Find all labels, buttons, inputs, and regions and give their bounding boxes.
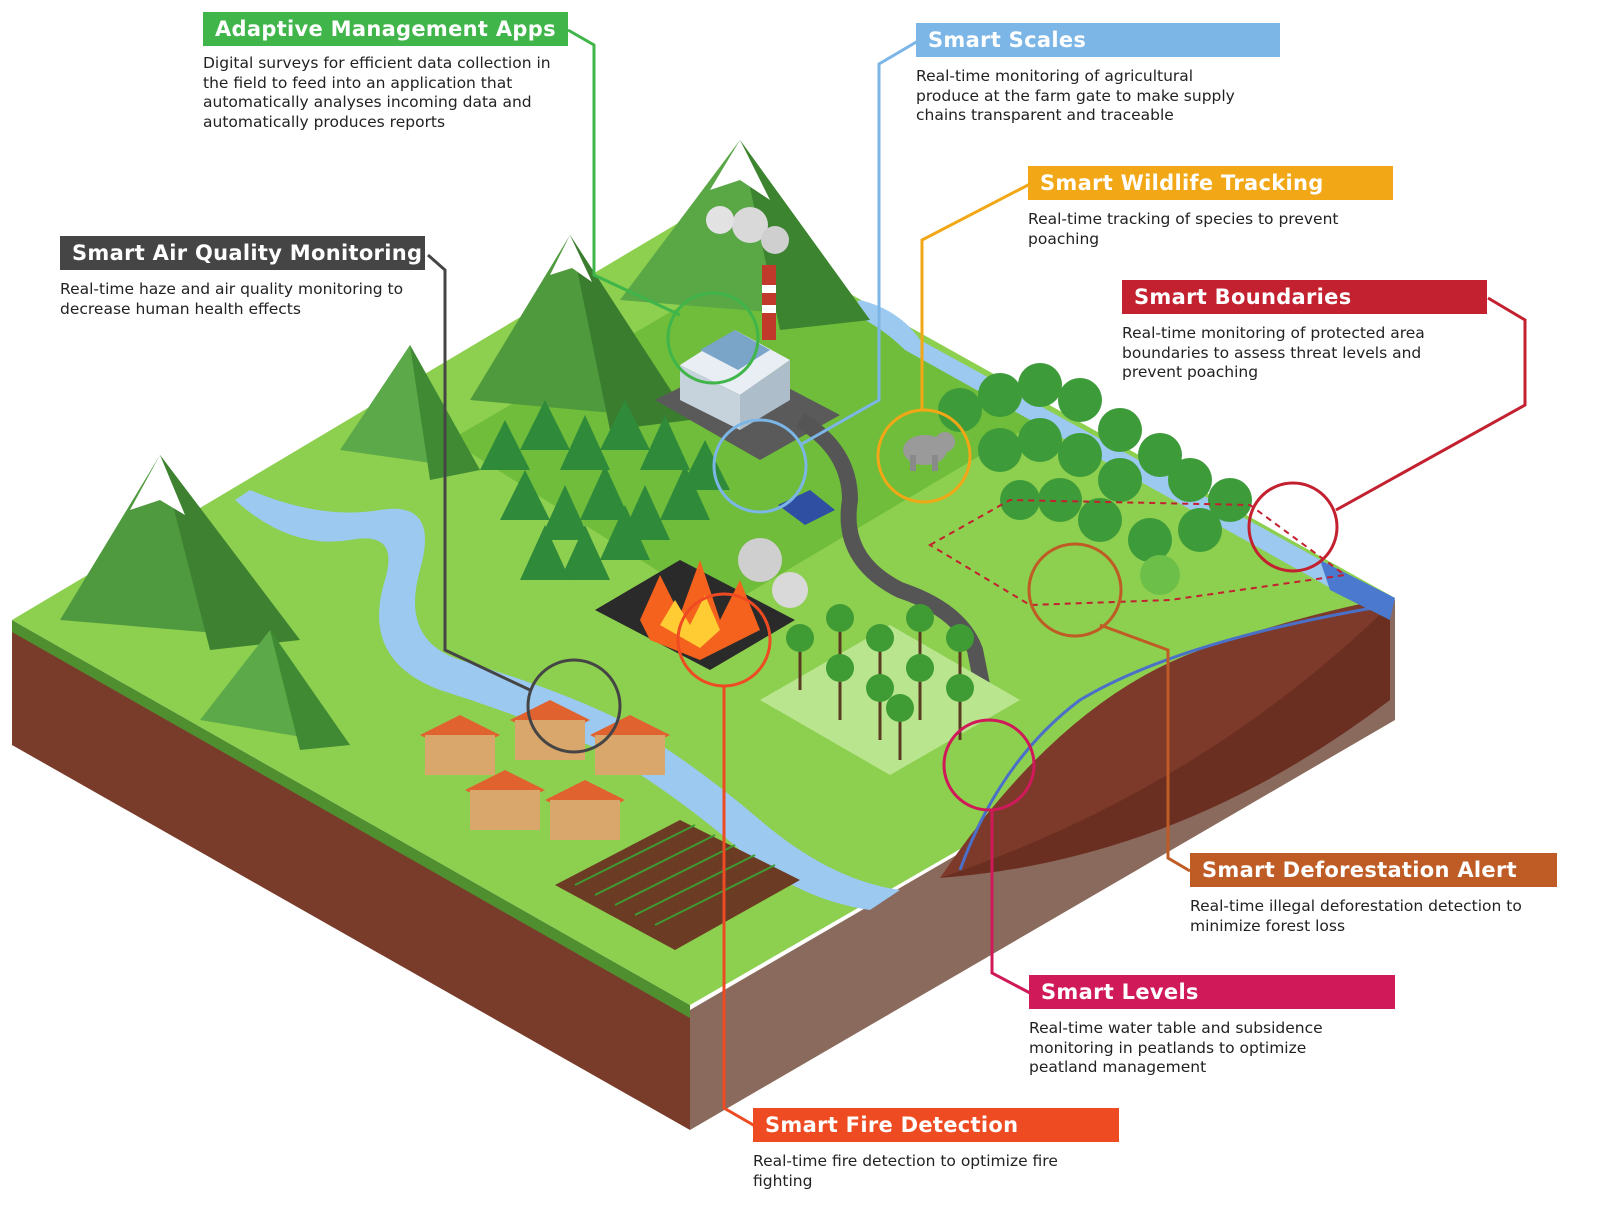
boundaries-marker — [1247, 481, 1339, 573]
house-icon — [420, 700, 670, 840]
callout-title: Smart Wildlife Tracking — [1028, 166, 1393, 200]
callout-title: Smart Scales — [916, 23, 1280, 57]
leader-lines — [427, 28, 1527, 1128]
scales-marker — [712, 418, 808, 514]
callout-description: Real-time fire detection to optimize fir… — [753, 1152, 1058, 1190]
callout-title: Adaptive Management Apps — [203, 12, 568, 46]
callout-description: Real-time illegal deforestation detectio… — [1190, 897, 1522, 935]
callout-description: Real-time tracking of species to prevent… — [1028, 210, 1339, 248]
callout-description: Digital surveys for efficient data colle… — [203, 54, 551, 131]
callout-description: Real-time haze and air quality monitorin… — [60, 280, 404, 318]
tree-icon — [938, 363, 1252, 595]
peatland — [940, 598, 1390, 878]
air-leader — [427, 253, 531, 692]
deforestation-leader — [1099, 623, 1191, 873]
wildlife-marker — [876, 408, 972, 504]
adaptive-leader — [567, 28, 681, 317]
deforestation-marker — [1027, 542, 1123, 638]
river-upper — [845, 300, 1390, 610]
callout-smart-levels: Smart Levels Real-time water table and s… — [1029, 975, 1395, 1078]
callout-smart-wildlife-tracking: Smart Wildlife Tracking Real-time tracki… — [1028, 166, 1393, 249]
callout-title: Smart Fire Detection — [753, 1108, 1119, 1142]
air-marker — [526, 658, 622, 754]
boundaries-leader — [1335, 296, 1527, 512]
protected-boundary-dashed — [928, 498, 1348, 607]
elephant-icon — [903, 432, 955, 471]
callout-title: Smart Levels — [1029, 975, 1395, 1009]
callout-description: Real-time water table and subsidence mon… — [1029, 1019, 1323, 1076]
river — [235, 490, 900, 910]
callout-adaptive-management: Adaptive Management Apps Digital surveys… — [203, 12, 568, 132]
callout-smart-air-quality: Smart Air Quality Monitoring Real-time h… — [60, 236, 425, 319]
callout-title: Smart Deforestation Alert — [1190, 853, 1557, 887]
road — [795, 413, 993, 702]
tree-icon — [480, 400, 730, 580]
callout-description: Real-time monitoring of protected area b… — [1122, 324, 1425, 381]
crop-field — [555, 820, 800, 950]
levels-marker — [942, 718, 1036, 812]
callout-smart-scales: Smart Scales Real-time monitoring of agr… — [916, 23, 1280, 126]
callout-smart-deforestation-alert: Smart Deforestation Alert Real-time ille… — [1190, 853, 1557, 936]
callout-smart-boundaries: Smart Boundaries Real-time monitoring of… — [1122, 280, 1487, 383]
scales-leader — [799, 39, 919, 447]
fire-icon — [595, 538, 808, 670]
callout-description: Real-time monitoring of agricultural pro… — [916, 67, 1235, 124]
callout-title: Smart Boundaries — [1122, 280, 1487, 314]
callout-smart-fire-detection: Smart Fire Detection Real-time fire dete… — [753, 1108, 1119, 1191]
callout-title: Smart Air Quality Monitoring — [60, 236, 425, 270]
adaptive-marker — [666, 291, 760, 385]
levels-leader — [990, 810, 1031, 995]
fire-leader — [722, 686, 756, 1128]
wildlife-leader — [920, 182, 1031, 410]
water-table-line — [958, 603, 1391, 871]
